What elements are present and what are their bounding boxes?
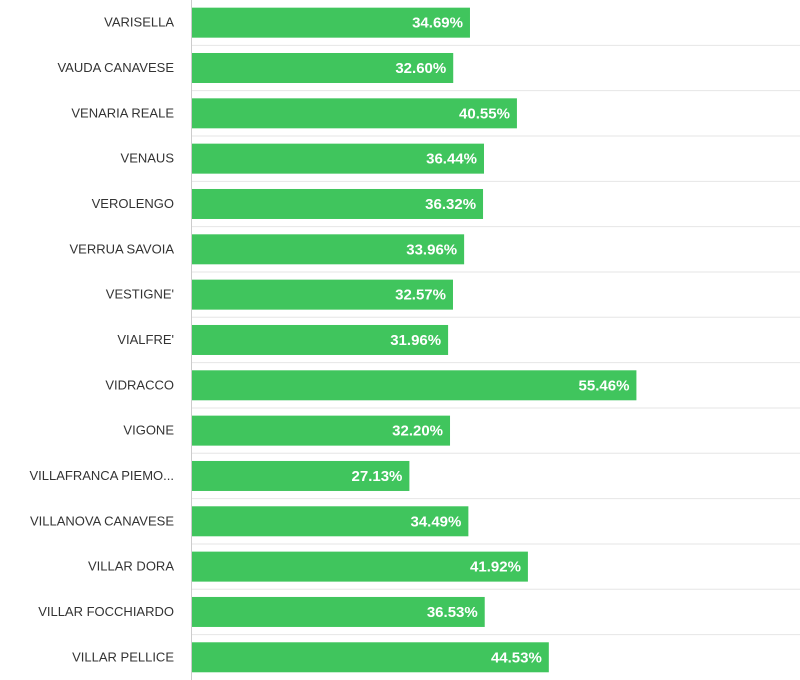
category-label: VIDRACCO: [105, 377, 174, 392]
bar: [192, 551, 528, 582]
bar: [192, 324, 449, 355]
bar: [192, 370, 637, 401]
bar: [192, 7, 470, 38]
category-label: VESTIGNE': [106, 287, 174, 302]
category-label: VEROLENGO: [92, 196, 174, 211]
value-label: 36.53%: [427, 604, 478, 621]
category-label: VERRUA SAVOIA: [69, 241, 174, 256]
bar: [192, 98, 517, 129]
bar: [192, 143, 484, 174]
bar: [192, 596, 485, 627]
value-label: 36.44%: [426, 151, 477, 168]
category-label: VAUDA CANAVESE: [57, 60, 174, 75]
category-label: VARISELLA: [104, 15, 174, 30]
category-label: VILLAR PELLICE: [72, 649, 174, 664]
value-label: 40.55%: [459, 105, 510, 122]
bar: [192, 415, 451, 446]
value-label: 32.57%: [395, 287, 446, 304]
category-label: VILLANOVA CANAVESE: [30, 513, 174, 528]
value-label: 32.20%: [392, 423, 443, 440]
category-label: VILLAR FOCCHIARDO: [38, 604, 174, 619]
bar: [192, 188, 484, 219]
bar: [192, 279, 453, 310]
value-label: 44.53%: [491, 649, 542, 666]
value-label: 36.32%: [425, 196, 476, 213]
category-label: VENAUS: [121, 151, 175, 166]
value-label: 33.96%: [406, 241, 457, 258]
category-label: VIGONE: [123, 423, 174, 438]
bar: [192, 506, 469, 537]
category-label: VILLAR DORA: [88, 559, 174, 574]
value-label: 34.49%: [410, 513, 461, 530]
value-label: 55.46%: [579, 377, 630, 394]
bar: [192, 52, 454, 83]
value-label: 41.92%: [470, 559, 521, 576]
bar: [192, 460, 410, 491]
value-label: 32.60%: [395, 60, 446, 77]
category-label: VIALFRE': [117, 332, 174, 347]
value-label: 31.96%: [390, 332, 441, 349]
bar: [192, 234, 465, 265]
category-label: VENARIA REALE: [71, 105, 174, 120]
value-label: 27.13%: [352, 468, 403, 485]
category-label: VILLAFRANCA PIEMO...: [30, 468, 175, 483]
bar: [192, 642, 549, 673]
value-label: 34.69%: [412, 15, 463, 32]
